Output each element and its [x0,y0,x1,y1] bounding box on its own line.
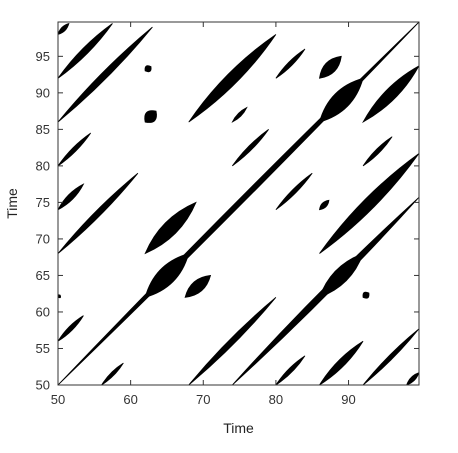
y-tick-label: 65 [36,268,50,283]
recurrence-band [144,252,190,298]
plot-marks [58,22,419,385]
y-tick-label: 60 [36,304,50,319]
recurrence-band [144,65,152,73]
recurrence-band [318,77,364,123]
recurrence-band [58,172,139,254]
recurrence-band [58,132,92,167]
recurrence-band [58,22,70,35]
y-axis-ticks: 50 55 60 65 70 75 80 85 90 95 [36,49,419,393]
recurrence-band [144,110,157,123]
recurrence-band [58,315,84,342]
recurrence-band [319,340,364,385]
y-tick-label: 50 [36,378,50,393]
recurrence-band [318,252,364,299]
recurrence-band [275,48,306,79]
recurrence-band [319,199,330,211]
recurrence-band [319,55,342,79]
recurrence-band [362,136,393,167]
recurrence-band [275,172,313,211]
recurrence-band [188,297,277,385]
y-tick-label: 75 [36,195,50,210]
y-tick-label: 80 [36,158,50,173]
y-tick-label: 70 [36,231,50,246]
x-tick-label: 60 [123,392,137,407]
recurrence-band [144,201,197,255]
recurrence-band [231,106,248,123]
recurrence-band [362,328,419,385]
x-axis-label: Time [223,420,254,436]
x-tick-label: 80 [269,392,283,407]
x-axis-ticks: 50 60 70 80 90 [51,22,356,407]
y-tick-label: 95 [36,49,50,64]
recurrence-band [58,294,61,299]
recurrence-band [188,34,277,123]
recurrence-band [58,183,85,211]
recurrence-band [362,291,370,299]
x-tick-label: 50 [51,392,65,407]
recurrence-band [184,274,212,298]
y-tick-label: 55 [36,341,50,356]
x-tick-label: 90 [341,392,355,407]
recurrence-band [362,65,419,124]
recurrence-band [275,355,306,385]
recurrence-band [58,26,153,123]
recurrence-band [101,362,124,385]
x-tick-label: 70 [196,392,210,407]
y-axis-label: Time [4,188,20,219]
recurrence-band [319,153,419,254]
recurrence-band [406,372,419,385]
y-tick-label: 85 [36,122,50,137]
recurrence-band [231,129,269,167]
y-tick-label: 90 [36,85,50,100]
recurrence-band [58,23,113,79]
plot-frame [57,21,420,386]
